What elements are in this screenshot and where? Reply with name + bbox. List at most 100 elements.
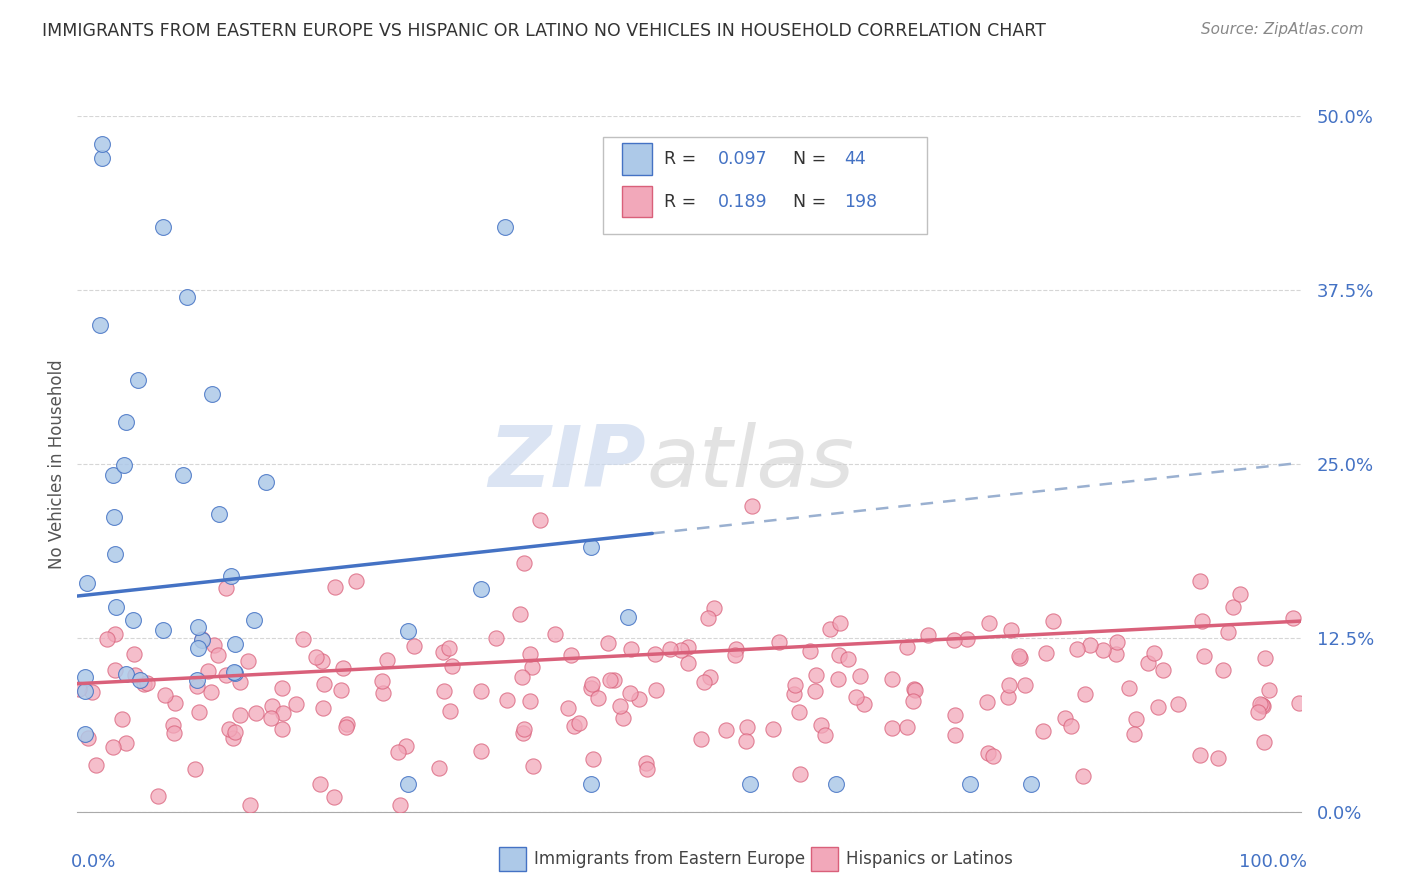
Point [221, 568, 243, 582]
Point [90, 136, 112, 151]
Point [1247, 705, 1270, 719]
Point [848, 669, 870, 683]
Point [260, 711, 283, 725]
Point [190, 632, 212, 646]
Point [740, 777, 762, 791]
Point [804, 684, 827, 698]
Point [1249, 697, 1271, 711]
FancyBboxPatch shape [603, 136, 928, 235]
Point [404, 640, 426, 654]
Point [1092, 642, 1115, 657]
Bar [811, 847, 838, 871]
Point [1066, 641, 1088, 656]
Point [335, 720, 357, 734]
Point [197, 665, 219, 679]
Point [724, 641, 747, 656]
Point [645, 682, 668, 697]
Point [609, 698, 631, 713]
Point [1191, 614, 1213, 628]
Point [187, 620, 209, 634]
Point [1206, 751, 1229, 765]
Point [1008, 649, 1031, 664]
Text: 0.097: 0.097 [718, 150, 768, 168]
Point [1188, 748, 1211, 763]
Point [579, 681, 602, 695]
Point [880, 721, 903, 735]
Point [1222, 600, 1244, 615]
Point [1288, 696, 1310, 710]
Point [976, 695, 998, 709]
Point [495, 220, 517, 235]
Point [1118, 681, 1140, 695]
Point [222, 731, 245, 745]
Point [942, 633, 965, 648]
Point [735, 720, 758, 734]
Point [96, 632, 118, 647]
Point [440, 659, 463, 673]
Point [676, 640, 699, 655]
Point [215, 581, 238, 595]
Point [191, 633, 214, 648]
Point [943, 728, 966, 742]
Point [619, 642, 641, 657]
Point [979, 615, 1001, 630]
Point [271, 706, 294, 721]
Point [943, 707, 966, 722]
Point [1078, 638, 1101, 652]
Point [804, 668, 827, 682]
Point [1137, 656, 1160, 670]
Point [163, 725, 186, 739]
Point [323, 789, 346, 804]
Text: Immigrants from Eastern Europe: Immigrants from Eastern Europe [534, 850, 804, 868]
Point [510, 670, 533, 684]
Point [1123, 727, 1146, 741]
Point [1053, 711, 1076, 725]
Point [1032, 723, 1054, 738]
Text: 44: 44 [844, 150, 866, 168]
Point [1218, 625, 1240, 640]
Point [375, 653, 398, 667]
Point [513, 556, 536, 570]
Point [336, 717, 359, 731]
Point [389, 797, 412, 812]
Point [104, 599, 127, 614]
Point [495, 692, 517, 706]
Point [699, 670, 721, 684]
Point [245, 706, 267, 721]
Bar [621, 186, 652, 217]
Point [262, 699, 284, 714]
Point [89, 318, 111, 333]
Point [90, 151, 112, 165]
Point [520, 660, 543, 674]
Point [239, 797, 262, 812]
Point [152, 220, 174, 235]
Point [818, 622, 841, 636]
Point [309, 777, 332, 791]
Point [1212, 663, 1234, 677]
Bar [499, 847, 526, 871]
Point [669, 642, 692, 657]
Point [101, 739, 124, 754]
Point [162, 718, 184, 732]
Point [207, 648, 229, 663]
Point [636, 756, 658, 770]
Point [956, 632, 979, 646]
Point [1014, 678, 1036, 692]
Point [470, 744, 492, 758]
Point [824, 777, 846, 791]
Point [787, 705, 810, 719]
Point [427, 761, 450, 775]
Point [904, 683, 927, 698]
Point [172, 467, 194, 482]
Point [981, 748, 1004, 763]
Point [312, 677, 335, 691]
Point [598, 636, 620, 650]
Point [997, 678, 1019, 692]
Point [124, 647, 146, 661]
Point [762, 722, 785, 736]
Point [799, 644, 821, 658]
Point [789, 766, 811, 780]
Point [371, 674, 394, 689]
Point [228, 707, 250, 722]
Point [636, 762, 658, 776]
